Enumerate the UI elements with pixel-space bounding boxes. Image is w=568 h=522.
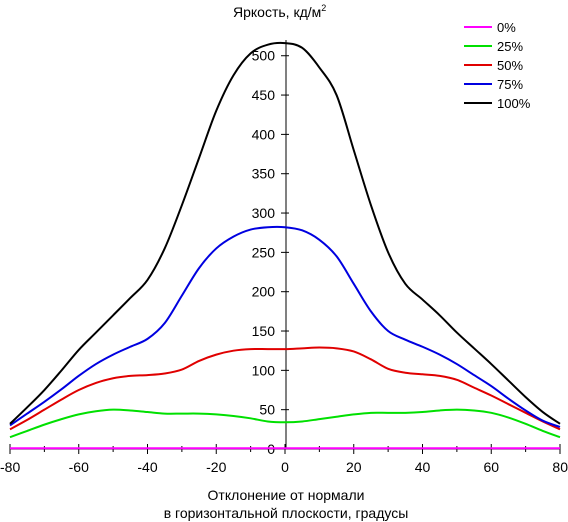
legend: 0% 25% 50% 75% 100% [464,20,531,111]
y-tick-label: 300 [252,205,276,221]
chart-title-text: Яркость, кд/м [233,4,321,20]
legend-label: 50% [497,58,523,73]
series-line-50pct [9,346,561,431]
series-line-100pct [9,41,561,425]
x-axis-label-line2: в горизонтальной плоскости, градусы [164,505,409,521]
x-ticks: -80 -60 -40 -20 0 20 40 60 80 [0,444,568,475]
series-line-25pct [9,408,561,439]
x-tick-label: -80 [0,459,20,475]
x-tick-label: 20 [346,459,362,475]
y-tick-label: 350 [252,166,276,182]
y-tick-label: 400 [252,126,276,142]
x-tick-label: -40 [137,459,157,475]
x-tick-label: -60 [69,459,89,475]
x-tick-label: -20 [206,459,226,475]
x-tick-label: 60 [483,459,499,475]
x-tick-label: 40 [415,459,431,475]
y-tick-label: 100 [252,362,276,378]
y-tick-label: 250 [252,244,276,260]
x-tick-label: 0 [281,459,289,475]
chart-title: Яркость, кд/м2 [233,3,326,20]
legend-label: 100% [497,96,531,111]
y-tick-label: 200 [252,284,276,300]
y-tick-label: 50 [259,402,275,418]
y-tick-label: 150 [252,323,276,339]
legend-label: 0% [497,20,516,35]
y-tick-label: 450 [252,87,276,103]
chart-title-superscript: 2 [321,3,326,13]
legend-label: 75% [497,77,523,92]
series-lines [9,41,561,450]
y-tick-label: 500 [252,48,276,64]
x-tick-label: 80 [552,459,568,475]
series-line-75pct [9,225,561,428]
svg-text:Яркость, кд/м2: Яркость, кд/м2 [233,3,326,20]
legend-label: 25% [497,39,523,54]
x-axis-label-line1: Отклонение от нормали [208,487,365,503]
